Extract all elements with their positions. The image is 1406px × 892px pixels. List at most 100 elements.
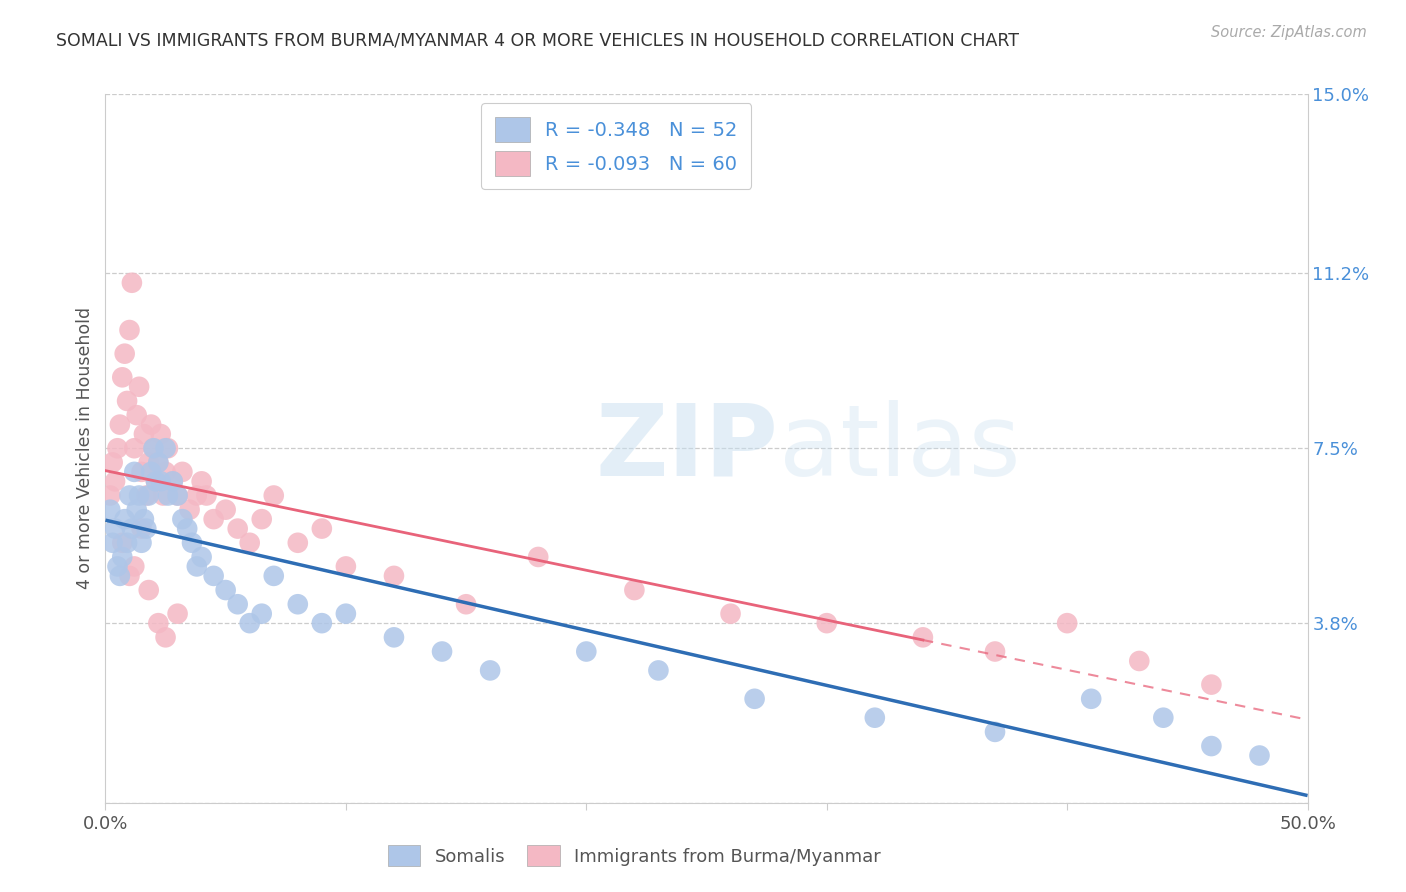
Point bbox=[335, 607, 357, 621]
Point bbox=[623, 583, 645, 598]
Text: atlas: atlas bbox=[779, 400, 1021, 497]
Point bbox=[214, 502, 236, 516]
Point bbox=[111, 549, 134, 564]
Point bbox=[145, 475, 167, 489]
Point bbox=[138, 455, 160, 469]
Point bbox=[125, 408, 148, 422]
Point bbox=[1249, 748, 1271, 763]
Point bbox=[148, 455, 170, 469]
Point bbox=[815, 616, 838, 631]
Point bbox=[142, 442, 165, 456]
Point bbox=[195, 489, 218, 503]
Text: Source: ZipAtlas.com: Source: ZipAtlas.com bbox=[1211, 25, 1367, 40]
Point bbox=[311, 616, 333, 631]
Point bbox=[156, 442, 179, 456]
Point bbox=[135, 489, 157, 503]
Point bbox=[135, 522, 157, 536]
Point bbox=[139, 417, 162, 432]
Point bbox=[124, 442, 146, 456]
Point bbox=[214, 583, 236, 598]
Point bbox=[162, 475, 184, 489]
Point bbox=[250, 607, 273, 621]
Point bbox=[190, 475, 212, 489]
Point bbox=[132, 512, 155, 526]
Point bbox=[166, 607, 188, 621]
Point bbox=[125, 502, 148, 516]
Point bbox=[142, 442, 165, 456]
Point bbox=[104, 475, 127, 489]
Point bbox=[124, 465, 146, 479]
Point bbox=[382, 569, 405, 583]
Point bbox=[335, 559, 357, 574]
Point bbox=[131, 465, 153, 479]
Point bbox=[152, 489, 174, 503]
Point bbox=[527, 549, 550, 564]
Point bbox=[131, 522, 153, 536]
Point bbox=[139, 465, 162, 479]
Point bbox=[101, 455, 124, 469]
Point bbox=[132, 427, 155, 442]
Point bbox=[118, 489, 141, 503]
Point bbox=[190, 549, 212, 564]
Point bbox=[1152, 711, 1174, 725]
Point bbox=[382, 630, 405, 644]
Text: ZIP: ZIP bbox=[596, 400, 779, 497]
Y-axis label: 4 or more Vehicles in Household: 4 or more Vehicles in Household bbox=[76, 307, 94, 590]
Point bbox=[98, 489, 121, 503]
Point bbox=[166, 489, 188, 503]
Point bbox=[104, 522, 127, 536]
Point bbox=[114, 512, 136, 526]
Point bbox=[263, 569, 285, 583]
Point bbox=[172, 465, 194, 479]
Point bbox=[454, 597, 477, 611]
Point bbox=[111, 535, 134, 549]
Point bbox=[202, 512, 225, 526]
Point bbox=[121, 522, 143, 536]
Point bbox=[156, 489, 179, 503]
Point bbox=[111, 370, 134, 384]
Point bbox=[149, 427, 172, 442]
Point bbox=[1128, 654, 1150, 668]
Point bbox=[145, 475, 167, 489]
Point bbox=[148, 616, 170, 631]
Point bbox=[911, 630, 934, 644]
Legend: Somalis, Immigrants from Burma/Myanmar: Somalis, Immigrants from Burma/Myanmar bbox=[378, 837, 890, 875]
Point bbox=[176, 522, 198, 536]
Point bbox=[115, 394, 138, 409]
Point bbox=[984, 644, 1007, 658]
Point bbox=[149, 475, 172, 489]
Point bbox=[984, 724, 1007, 739]
Point bbox=[118, 323, 141, 337]
Point bbox=[172, 512, 194, 526]
Point bbox=[744, 691, 766, 706]
Point bbox=[1056, 616, 1078, 631]
Point bbox=[647, 664, 669, 678]
Point bbox=[720, 607, 742, 621]
Point bbox=[121, 276, 143, 290]
Point bbox=[181, 535, 204, 549]
Point bbox=[162, 475, 184, 489]
Point bbox=[311, 522, 333, 536]
Point bbox=[239, 616, 262, 631]
Point bbox=[101, 535, 124, 549]
Point bbox=[575, 644, 598, 658]
Point bbox=[124, 559, 146, 574]
Point bbox=[107, 442, 129, 456]
Point bbox=[863, 711, 886, 725]
Point bbox=[166, 489, 188, 503]
Point bbox=[287, 597, 309, 611]
Point bbox=[226, 522, 249, 536]
Point bbox=[131, 535, 153, 549]
Point bbox=[115, 535, 138, 549]
Point bbox=[155, 442, 177, 456]
Point bbox=[118, 569, 141, 583]
Point bbox=[148, 455, 170, 469]
Point bbox=[155, 465, 177, 479]
Point bbox=[128, 380, 150, 394]
Point bbox=[114, 346, 136, 360]
Point bbox=[155, 630, 177, 644]
Point bbox=[138, 489, 160, 503]
Point bbox=[107, 559, 129, 574]
Point bbox=[263, 489, 285, 503]
Point bbox=[202, 569, 225, 583]
